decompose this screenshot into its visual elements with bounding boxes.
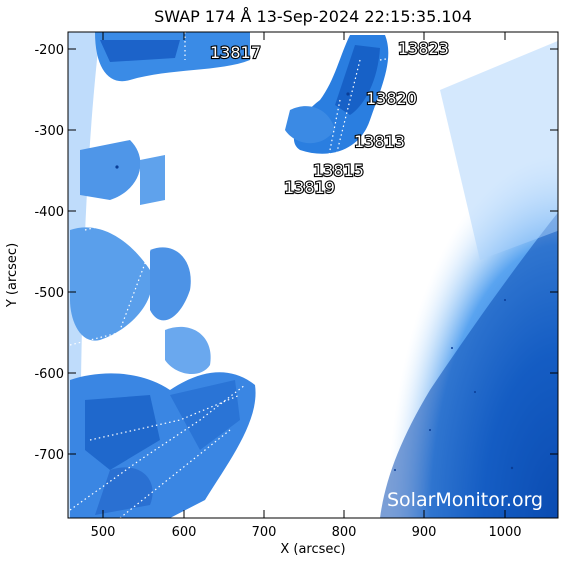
plot-frame: [67, 31, 559, 519]
watermark: SolarMonitor.org: [387, 489, 543, 511]
x-tick-label: 600: [172, 525, 197, 540]
y-tick-label: -700: [34, 448, 64, 463]
x-tick-label: 1000: [488, 525, 521, 540]
x-tick-label: 800: [332, 525, 357, 540]
ar-label-13819: 13819: [284, 178, 335, 197]
y-tick-label: -200: [34, 43, 64, 58]
ar-label-13813: 13813: [354, 132, 405, 151]
x-tick-label: 900: [412, 525, 437, 540]
ar-label-13815: 13815: [313, 161, 364, 180]
y-tick-label: -400: [34, 205, 64, 220]
solar-image: 13817 13823 13820 13813 13815 13819 Sola…: [68, 32, 558, 518]
x-tick-label: 500: [91, 525, 116, 540]
y-axis-label: Y (arcsec): [5, 243, 20, 308]
ar-label-13817: 13817: [210, 43, 261, 62]
y-tick-label: -500: [34, 286, 64, 301]
plot-title: SWAP 174 Å 13-Sep-2024 22:15:35.104: [154, 7, 472, 26]
ar-label-13820: 13820: [366, 89, 417, 108]
y-tick-label: -600: [34, 367, 64, 382]
x-axis-label: X (arcsec): [280, 542, 345, 557]
y-tick-label: -300: [34, 124, 64, 139]
x-tick-label: 700: [252, 525, 277, 540]
ar-label-13823: 13823: [398, 39, 449, 58]
